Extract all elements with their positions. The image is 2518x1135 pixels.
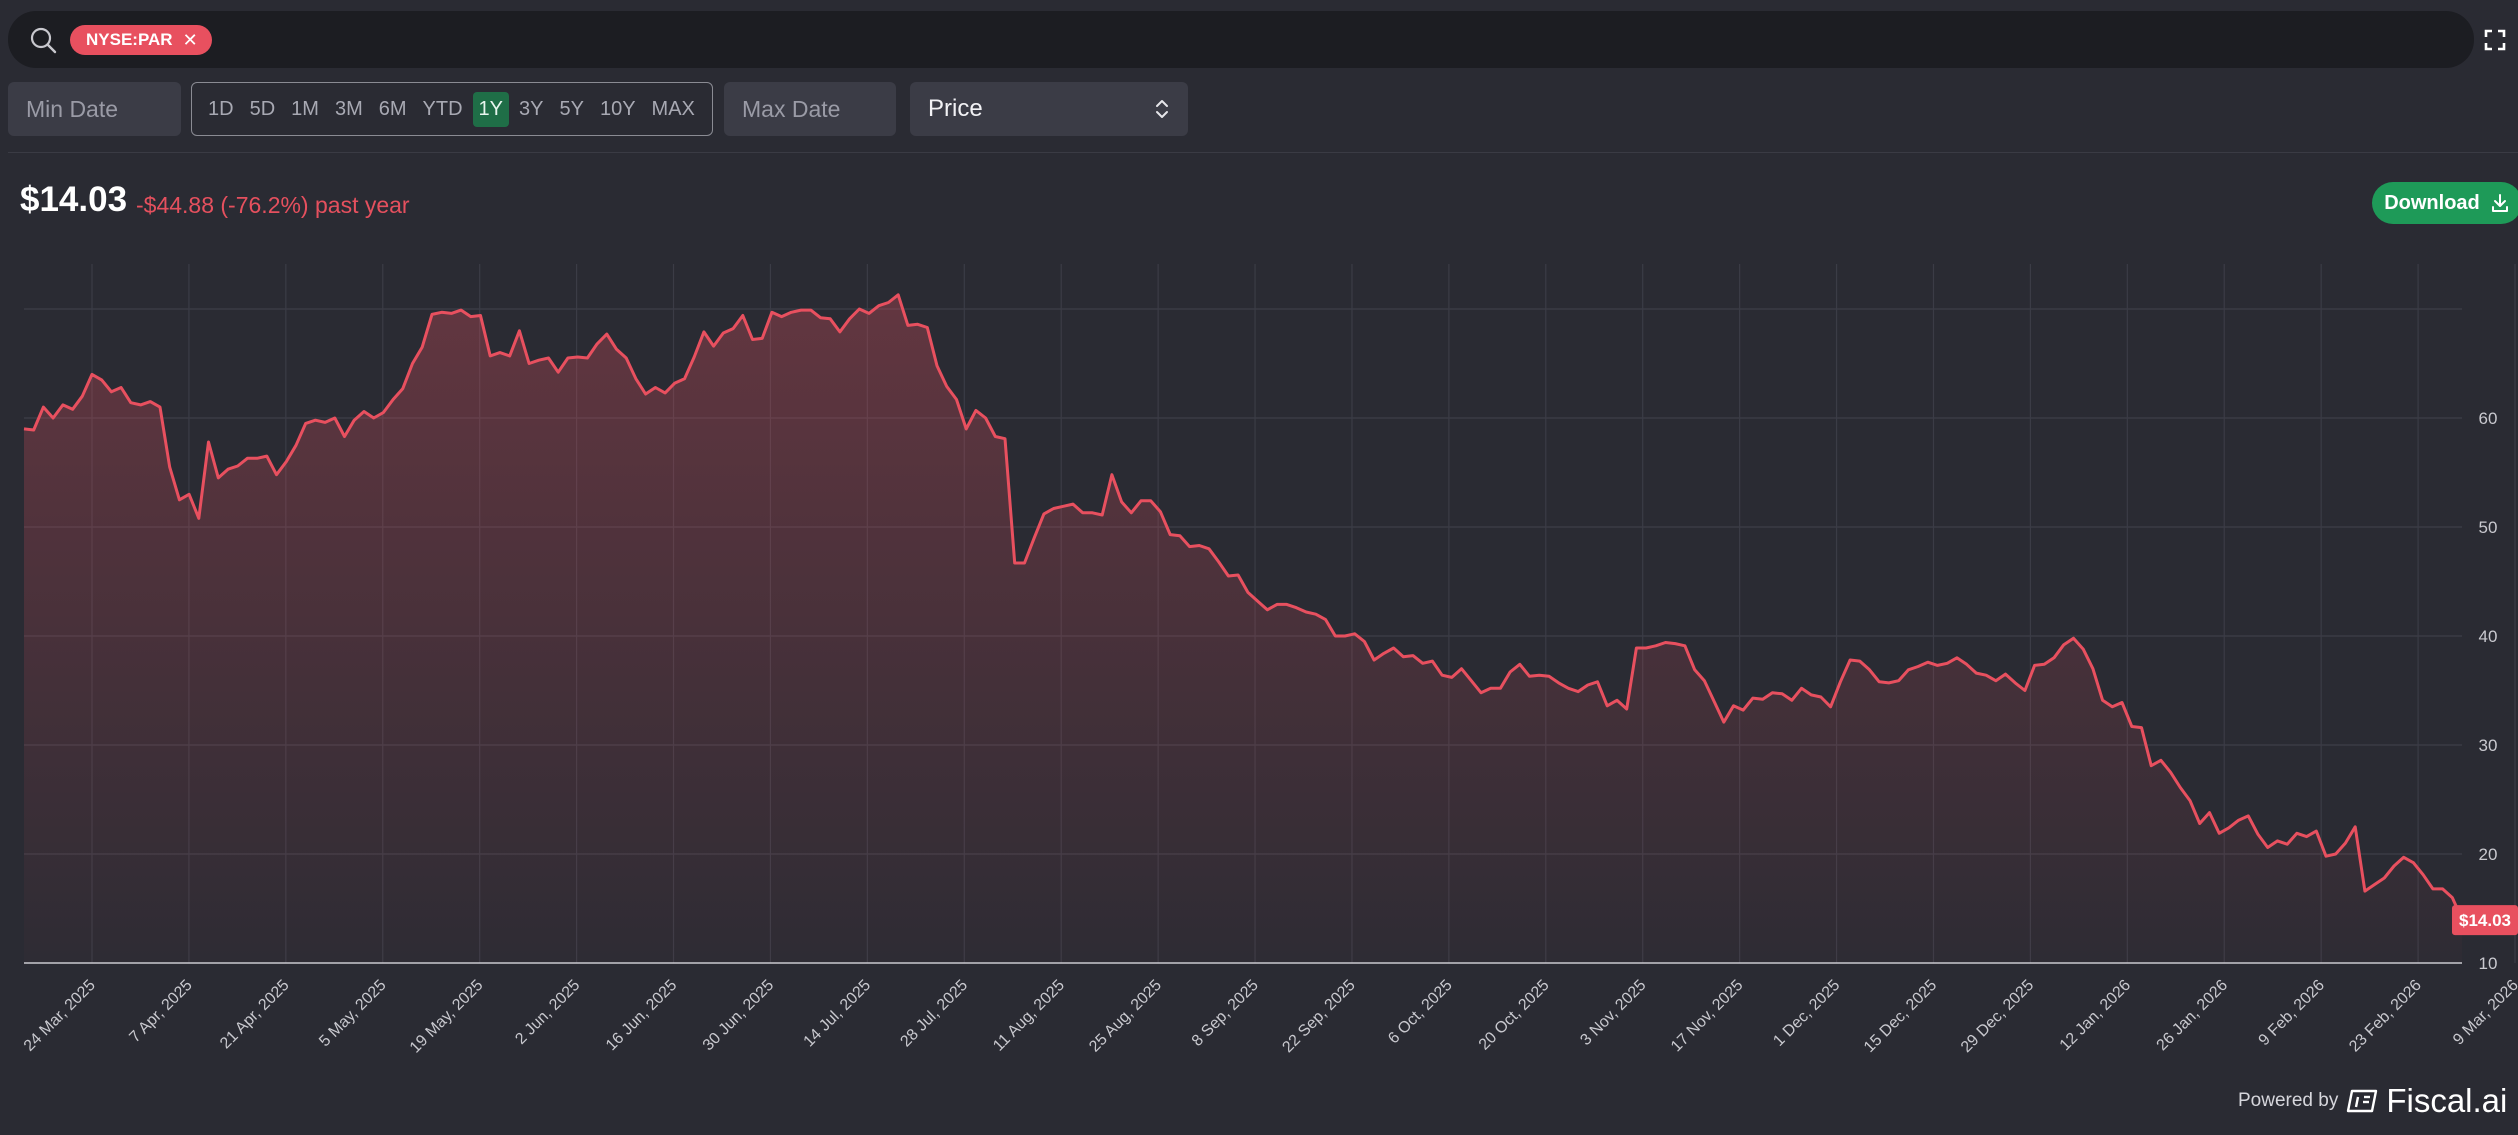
x-tick-label: 17 Nov, 2025 xyxy=(1668,977,1747,1056)
download-label: Download xyxy=(2384,191,2480,214)
max-date-field[interactable] xyxy=(724,82,896,136)
remove-ticker-icon[interactable]: ✕ xyxy=(182,30,198,50)
x-tick-label: 25 Aug, 2025 xyxy=(1086,977,1165,1056)
ticker-chip[interactable]: NYSE:PAR ✕ xyxy=(70,25,212,55)
header-divider xyxy=(8,152,2518,153)
y-tick-label: 40 xyxy=(2479,627,2498,646)
x-tick-label: 9 Mar, 2026 xyxy=(2450,977,2518,1049)
download-button[interactable]: Download xyxy=(2372,182,2518,224)
range-1d-button[interactable]: 1D xyxy=(208,97,234,120)
search-bar[interactable]: NYSE:PAR ✕ xyxy=(8,11,2474,68)
range-selector: 1D 5D 1M 3M 6M YTD 1Y 3Y 5Y 10Y MAX xyxy=(191,82,713,136)
brand-name: Fiscal.ai xyxy=(2386,1082,2508,1119)
y-tick-label: 20 xyxy=(2479,845,2498,864)
price-area-fill xyxy=(24,294,2462,963)
max-date-input[interactable] xyxy=(724,95,896,123)
ticker-label: NYSE:PAR xyxy=(86,30,173,49)
download-icon xyxy=(2491,194,2508,212)
fiscal-logo-icon xyxy=(2347,1089,2378,1113)
min-date-input[interactable] xyxy=(8,95,181,123)
price-line xyxy=(23,293,2464,920)
metric-select[interactable]: Price xyxy=(910,82,1188,136)
x-tick-label: 6 Oct, 2025 xyxy=(1385,977,1456,1048)
range-ytd-button[interactable]: YTD xyxy=(422,97,463,120)
x-tick-label: 20 Oct, 2025 xyxy=(1476,977,1553,1054)
x-tick-label: 30 Jun, 2025 xyxy=(700,977,778,1055)
search-icon[interactable] xyxy=(28,25,58,55)
range-3m-button[interactable]: 3M xyxy=(334,97,363,120)
x-tick-label: 11 Aug, 2025 xyxy=(990,977,1068,1055)
last-value-label: $14.03 xyxy=(2459,911,2511,930)
y-tick-label: 60 xyxy=(2479,409,2498,428)
x-tick-label: 26 Jan, 2026 xyxy=(2154,977,2232,1055)
powered-by-label: Powered by xyxy=(2238,1090,2339,1111)
min-date-field[interactable] xyxy=(8,82,181,136)
x-tick-label: 2 Jun, 2025 xyxy=(512,977,583,1048)
range-5y-button[interactable]: 5Y xyxy=(559,97,584,120)
last-value-badge xyxy=(2452,905,2518,936)
range-max-button[interactable]: MAX xyxy=(651,97,695,120)
x-tick-label: 9 Feb, 2026 xyxy=(2256,977,2328,1049)
range-3y-button[interactable]: 3Y xyxy=(519,97,544,120)
fullscreen-icon[interactable] xyxy=(2484,29,2506,51)
x-tick-label: 7 Apr, 2025 xyxy=(126,977,195,1046)
range-6m-button[interactable]: 6M xyxy=(378,97,407,120)
range-10y-button[interactable]: 10Y xyxy=(599,97,636,120)
x-tick-label: 14 Jul, 2025 xyxy=(801,977,875,1051)
range-1y-button[interactable]: 1Y xyxy=(472,91,510,127)
metric-select-value: Price xyxy=(928,95,983,122)
x-tick-label: 28 Jul, 2025 xyxy=(897,977,971,1051)
y-tick-label: 10 xyxy=(2479,954,2498,973)
x-tick-label: 19 May, 2025 xyxy=(407,977,487,1057)
price-change: -$44.88 (-76.2%) past year xyxy=(136,192,410,218)
range-5d-button[interactable]: 5D xyxy=(249,97,276,120)
chevron-up-down-icon xyxy=(1156,100,1168,118)
x-tick-label: 1 Dec, 2025 xyxy=(1770,977,1843,1050)
range-1m-button[interactable]: 1M xyxy=(291,97,319,120)
x-tick-label: 5 May, 2025 xyxy=(316,977,390,1051)
x-tick-label: 29 Dec, 2025 xyxy=(1958,977,2037,1056)
x-tick-label: 15 Dec, 2025 xyxy=(1861,977,1940,1056)
x-tick-label: 24 Mar, 2025 xyxy=(21,977,99,1055)
powered-by: Powered by Fiscal.ai xyxy=(2238,1082,2507,1120)
x-tick-label: 23 Feb, 2026 xyxy=(2346,977,2425,1056)
x-tick-label: 12 Jan, 2026 xyxy=(2057,977,2135,1055)
y-tick-label: 30 xyxy=(2479,736,2498,755)
x-tick-label: 21 Apr, 2025 xyxy=(217,977,293,1053)
x-tick-label: 16 Jun, 2025 xyxy=(603,977,681,1055)
x-tick-label: 3 Nov, 2025 xyxy=(1577,977,1649,1049)
current-price: $14.03 xyxy=(20,180,128,219)
y-tick-label: 50 xyxy=(2479,518,2498,537)
x-tick-label: 8 Sep, 2025 xyxy=(1189,977,1262,1050)
x-tick-label: 22 Sep, 2025 xyxy=(1279,977,1358,1056)
